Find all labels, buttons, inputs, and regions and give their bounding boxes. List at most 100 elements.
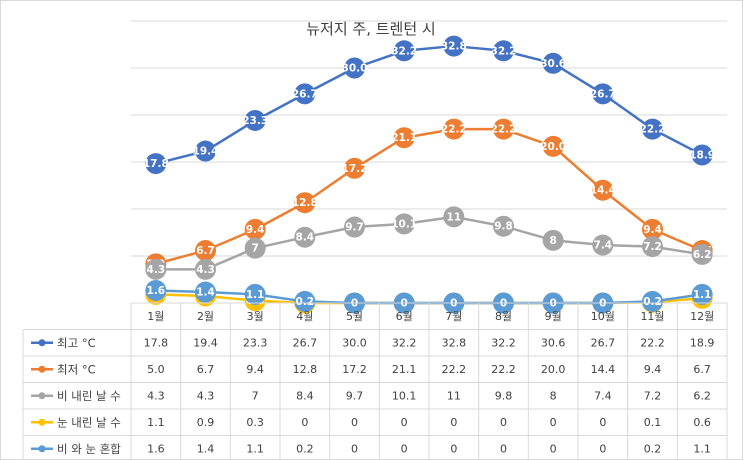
data-point bbox=[195, 240, 216, 262]
table-cell: 9.4 bbox=[644, 363, 662, 376]
category-label: 1월 bbox=[147, 310, 164, 323]
table-cell: 9.4 bbox=[246, 363, 264, 376]
data-label: 14.4 bbox=[590, 185, 616, 197]
data-point bbox=[294, 290, 316, 312]
table-cell: 0 bbox=[351, 416, 358, 429]
category-label: 6월 bbox=[396, 310, 413, 323]
table-cell: 17.8 bbox=[144, 336, 169, 349]
data-label: 11 bbox=[447, 211, 462, 223]
category-label: 12월 bbox=[690, 310, 714, 323]
table-cell: 0 bbox=[301, 416, 308, 429]
table-cell: 4.3 bbox=[197, 389, 215, 402]
table-cell: 0.3 bbox=[246, 416, 264, 429]
data-point bbox=[642, 290, 663, 312]
series-line-3 bbox=[155, 215, 703, 271]
table-cell: 1.1 bbox=[147, 416, 165, 429]
table-cell: 1.4 bbox=[197, 442, 215, 455]
table-cell: 0 bbox=[599, 442, 606, 455]
data-label: 1.1 bbox=[246, 289, 265, 301]
data-point bbox=[542, 229, 564, 251]
data-point bbox=[592, 234, 614, 256]
legend-entry: 비 와 눈 혼합 bbox=[57, 442, 121, 456]
data-point bbox=[344, 216, 365, 238]
data-label: 1.6 bbox=[147, 285, 166, 297]
data-label: 9.4 bbox=[643, 224, 662, 236]
data-label: 32.2 bbox=[391, 45, 417, 57]
data-label: 9.4 bbox=[246, 224, 265, 236]
table-cell: 30.6 bbox=[541, 336, 566, 349]
table-cell: 10.1 bbox=[392, 389, 417, 402]
data-label: 7.2 bbox=[643, 241, 662, 253]
data-label: 18.9 bbox=[689, 149, 715, 161]
table-cell: 21.1 bbox=[392, 363, 417, 376]
data-point bbox=[393, 213, 415, 235]
table-cell: 22.2 bbox=[491, 363, 516, 376]
table-cell: 0.6 bbox=[693, 416, 711, 429]
table-cell: 0.1 bbox=[644, 416, 662, 429]
data-label: 6.7 bbox=[196, 245, 215, 257]
table-cell: 9.8 bbox=[495, 389, 513, 402]
data-point bbox=[493, 215, 514, 237]
data-point bbox=[244, 237, 266, 259]
data-point bbox=[145, 258, 167, 280]
data-point bbox=[691, 144, 713, 166]
legend-key-marker bbox=[38, 365, 46, 373]
table-cell: 0 bbox=[450, 416, 457, 429]
data-point bbox=[195, 258, 216, 280]
data-label: 7 bbox=[252, 243, 259, 255]
table-cell: 1.6 bbox=[147, 442, 165, 455]
table-cell: 7.2 bbox=[644, 389, 662, 402]
series-line-2 bbox=[155, 127, 703, 266]
data-label: 22.2 bbox=[640, 124, 666, 136]
data-label: 32.2 bbox=[491, 45, 517, 57]
table-cell: 26.7 bbox=[293, 336, 318, 349]
data-label: 0.2 bbox=[296, 296, 315, 308]
data-point bbox=[493, 118, 514, 140]
table-cell: 5.0 bbox=[147, 363, 165, 376]
data-label: 9.7 bbox=[345, 222, 364, 234]
table-cell: 0 bbox=[500, 416, 507, 429]
data-label: 8.4 bbox=[296, 232, 315, 244]
legend-key-marker bbox=[38, 339, 46, 347]
table-cell: 9.7 bbox=[346, 389, 364, 402]
table-cell: 19.4 bbox=[193, 336, 218, 349]
table-cell: 0 bbox=[450, 442, 457, 455]
data-label: 17.2 bbox=[342, 163, 368, 175]
table-cell: 6.7 bbox=[693, 363, 711, 376]
data-label: 4.3 bbox=[147, 264, 166, 276]
data-point bbox=[294, 83, 316, 105]
table-cell: 1.1 bbox=[693, 442, 711, 455]
data-label: 12.8 bbox=[292, 197, 318, 209]
table-cell: 0 bbox=[500, 442, 507, 455]
series-line-1 bbox=[155, 44, 703, 165]
data-point bbox=[493, 40, 514, 62]
data-label: 21.1 bbox=[391, 132, 417, 144]
data-point bbox=[592, 83, 614, 105]
legend-key-marker bbox=[38, 418, 46, 426]
table-cell: 1.1 bbox=[246, 442, 264, 455]
data-label: 23.3 bbox=[242, 115, 268, 127]
data-label: 9.8 bbox=[494, 221, 513, 233]
data-label: 22.2 bbox=[491, 124, 517, 136]
chart-title: 뉴저지 주, 트렌턴 시 bbox=[306, 20, 435, 38]
table-cell: 0 bbox=[599, 416, 606, 429]
series-line-5 bbox=[155, 289, 703, 305]
data-label: 0.2 bbox=[643, 296, 662, 308]
table-cell: 22.2 bbox=[640, 336, 665, 349]
data-point bbox=[344, 157, 365, 179]
data-label: 10.1 bbox=[391, 218, 417, 230]
legend-entry: 최저 °C bbox=[57, 362, 96, 376]
table-cell: 0 bbox=[550, 416, 557, 429]
table-cell: 12.8 bbox=[293, 363, 318, 376]
table-cell: 26.7 bbox=[591, 336, 616, 349]
category-label: 10월 bbox=[591, 310, 615, 323]
table-cell: 7 bbox=[252, 389, 259, 402]
table-cell: 6.2 bbox=[693, 389, 711, 402]
category-label: 4월 bbox=[296, 310, 313, 323]
table-cell: 0 bbox=[351, 442, 358, 455]
table-cell: 8.4 bbox=[296, 389, 314, 402]
table-cell: 30.0 bbox=[342, 336, 367, 349]
category-label: 11월 bbox=[640, 310, 664, 323]
